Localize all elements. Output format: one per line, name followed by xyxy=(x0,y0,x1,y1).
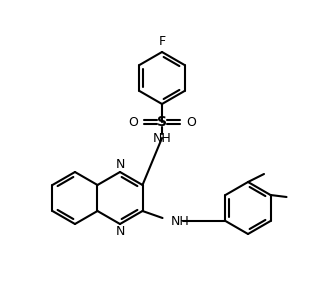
Text: O: O xyxy=(128,116,138,128)
Text: NH: NH xyxy=(153,132,172,144)
Text: NH: NH xyxy=(171,214,189,228)
Text: O: O xyxy=(186,116,196,128)
Text: N: N xyxy=(115,158,125,171)
Text: S: S xyxy=(157,115,167,129)
Text: F: F xyxy=(158,35,165,48)
Text: N: N xyxy=(115,225,125,238)
